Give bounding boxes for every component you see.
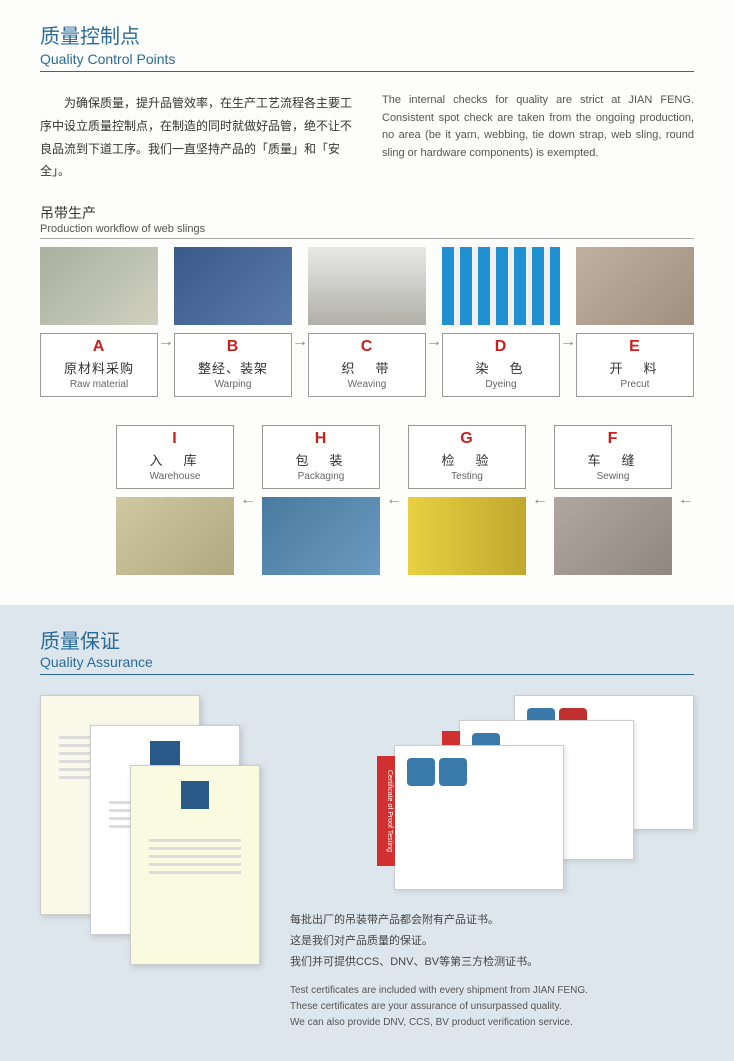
qcp-intro: 为确保质量，提升品管效率，在生产工艺流程各主要工序中设立质量控制点，在制造的同时… [0,77,734,203]
qa-section: 质量保证 Quality Assurance Certificat [0,605,734,1061]
step-f-box: F 车 缝 Sewing [554,425,672,489]
step-c-letter: C [309,338,425,356]
step-d-cn: 染 色 [443,358,559,377]
qa-title-cn: 质量保证 [40,625,694,654]
step-e-box: E 开 料 Precut [576,333,694,397]
step-a-cn: 原材料采购 [41,358,157,377]
step-h-cn: 包 装 [263,450,379,469]
step-g-letter: G [409,430,525,448]
qcp-intro-cn: 为确保质量，提升品管效率，在生产工艺流程各主要工序中设立质量控制点，在制造的同时… [40,92,352,183]
step-i-letter: I [117,430,233,448]
step-b-letter: B [175,338,291,356]
qa-body: Certificate of Proof Testing Certificate… [0,680,734,1031]
step-i: I 入 库 Warehouse [116,425,234,575]
cert-right: Certificate of Proof Testing Certificate… [290,695,694,1031]
step-c: C 织 带 Weaving [308,247,426,397]
cert-doc-front [130,765,260,965]
qa-header: 质量保证 Quality Assurance [0,605,734,680]
qa-text-cn-1: 每批出厂的吊装带产品都会附有产品证书。 [290,910,694,931]
step-a-letter: A [41,338,157,356]
workflow-title-cn: 吊带生产 [40,203,694,223]
step-i-box: I 入 库 Warehouse [116,425,234,489]
step-f: F 车 缝 Sewing [554,425,672,575]
step-i-en: Warehouse [117,471,233,482]
workflow-row-2: I 入 库 Warehouse ← H 包 装 Packaging ← G 检 … [40,425,694,575]
step-b-cn: 整经、装架 [175,358,291,377]
step-h: H 包 装 Packaging [262,425,380,575]
step-e-letter: E [577,338,693,356]
step-c-image [308,247,426,325]
step-c-cn: 织 带 [309,358,425,377]
step-e-image [576,247,694,325]
step-h-image [262,497,380,575]
cert-stack: Certificate of Proof Testing Certificate… [290,695,694,895]
workflow-section: 吊带生产 Production workflow of web slings A… [0,203,734,575]
arrow-left-icon: ← [386,491,402,509]
step-g-cn: 检 验 [409,450,525,469]
step-f-cn: 车 缝 [555,450,671,469]
qcp-title-en: Quality Control Points [40,51,694,72]
step-g-en: Testing [409,471,525,482]
step-b-box: B 整经、装架 Warping [174,333,292,397]
step-e: E 开 料 Precut [576,247,694,397]
qa-text-cn: 每批出厂的吊装带产品都会附有产品证书。 这是我们对产品质量的保证。 我们并可提供… [290,910,694,973]
step-e-en: Precut [577,379,693,390]
step-h-letter: H [263,430,379,448]
qa-text-en-3: We can also provide DNV, CCS, BV product… [290,1015,694,1031]
step-a-image [40,247,158,325]
step-c-en: Weaving [309,379,425,390]
step-b-en: Warping [175,379,291,390]
step-g-image [408,497,526,575]
arrow-right-icon: → [426,293,442,351]
step-a-en: Raw material [41,379,157,390]
step-e-cn: 开 料 [577,358,693,377]
step-c-box: C 织 带 Weaving [308,333,426,397]
step-g-box: G 检 验 Testing [408,425,526,489]
cert-card-3: Certificate of Proof Testing [394,745,564,890]
step-i-cn: 入 库 [117,450,233,469]
arrow-right-icon: → [292,293,308,351]
qcp-header: 质量控制点 Quality Control Points [0,0,734,77]
cert-docs-left [40,695,260,985]
step-h-box: H 包 装 Packaging [262,425,380,489]
step-d-box: D 染 色 Dyeing [442,333,560,397]
arrow-right-icon: → [560,293,576,351]
qcp-title-cn: 质量控制点 [40,20,694,49]
step-f-image [554,497,672,575]
workflow-title-en: Production workflow of web slings [40,223,694,239]
step-a: A 原材料采购 Raw material [40,247,158,397]
arrow-left-icon: ← [532,491,548,509]
step-d-letter: D [443,338,559,356]
workflow-row-1: A 原材料采购 Raw material → B 整经、装架 Warping →… [40,247,694,397]
qa-text-en-2: These certificates are your assurance of… [290,999,694,1015]
qa-text-cn-2: 这是我们对产品质量的保证。 [290,931,694,952]
step-g: G 检 验 Testing [408,425,526,575]
step-d-image [442,247,560,325]
qa-title-en: Quality Assurance [40,654,694,675]
arrow-left-icon: ← [678,491,694,509]
step-f-letter: F [555,430,671,448]
cert-tab-3: Certificate of Proof Testing [377,756,395,866]
step-a-box: A 原材料采购 Raw material [40,333,158,397]
qa-text-en-1: Test certificates are included with ever… [290,983,694,999]
arrow-right-icon: → [158,293,174,351]
qcp-intro-en: The internal checks for quality are stri… [382,92,694,183]
step-h-en: Packaging [263,471,379,482]
step-d: D 染 色 Dyeing [442,247,560,397]
step-b: B 整经、装架 Warping [174,247,292,397]
step-d-en: Dyeing [443,379,559,390]
qa-text-en: Test certificates are included with ever… [290,983,694,1031]
step-f-en: Sewing [555,471,671,482]
step-b-image [174,247,292,325]
arrow-left-icon: ← [240,491,256,509]
step-i-image [116,497,234,575]
